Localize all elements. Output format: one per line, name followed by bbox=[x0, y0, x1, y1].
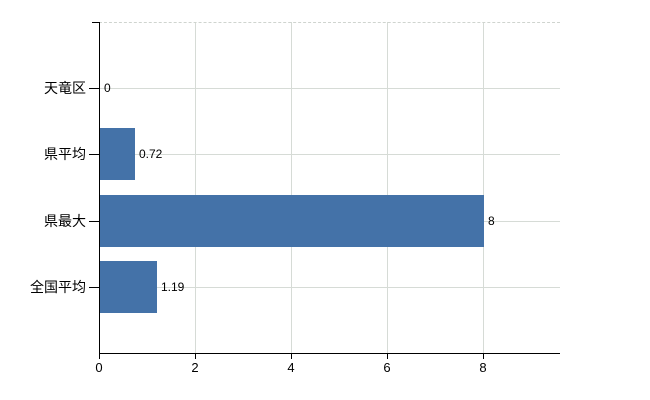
y-tick-天竜区 bbox=[89, 88, 99, 89]
category-label-県最大: 県最大 bbox=[44, 213, 86, 229]
gridline-x-6 bbox=[387, 22, 389, 353]
bar-全国平均 bbox=[100, 261, 157, 313]
gridline-x-2 bbox=[195, 22, 197, 353]
x-tick-label-4: 4 bbox=[287, 360, 295, 375]
chart-top-border bbox=[99, 22, 560, 23]
gridline-y-0 bbox=[100, 88, 560, 89]
value-label-天竜区: 0 bbox=[104, 81, 111, 95]
y-tick-全国平均 bbox=[89, 287, 99, 288]
category-label-全国平均: 全国平均 bbox=[30, 279, 86, 295]
x-tick-label-0: 0 bbox=[95, 360, 103, 375]
x-tick-label-6: 6 bbox=[383, 360, 391, 375]
category-label-県平均: 県平均 bbox=[44, 146, 86, 162]
y-axis-end-tick bbox=[92, 22, 99, 23]
x-tick-label-8: 8 bbox=[479, 360, 487, 375]
x-axis-line bbox=[99, 353, 560, 354]
category-label-天竜区: 天竜区 bbox=[44, 80, 86, 96]
value-label-県平均: 0.72 bbox=[139, 147, 163, 161]
x-tick-6 bbox=[387, 354, 388, 359]
x-tick-8 bbox=[483, 354, 484, 359]
x-tick-4 bbox=[291, 354, 292, 359]
y-tick-県最大 bbox=[89, 221, 99, 222]
gridline-y-3 bbox=[100, 287, 560, 288]
y-axis-line bbox=[99, 22, 100, 353]
value-label-県最大: 8 bbox=[488, 214, 495, 228]
x-tick-2 bbox=[195, 354, 196, 359]
x-tick-label-2: 2 bbox=[191, 360, 199, 375]
gridline-x-4 bbox=[291, 22, 293, 353]
gridline-x-8 bbox=[483, 22, 485, 353]
y-tick-県平均 bbox=[89, 154, 99, 155]
bar-県最大 bbox=[100, 195, 484, 247]
value-label-全国平均: 1.19 bbox=[161, 280, 185, 294]
gridline-y-1 bbox=[100, 154, 560, 155]
x-tick-0 bbox=[99, 354, 100, 359]
bar-県平均 bbox=[100, 128, 135, 180]
